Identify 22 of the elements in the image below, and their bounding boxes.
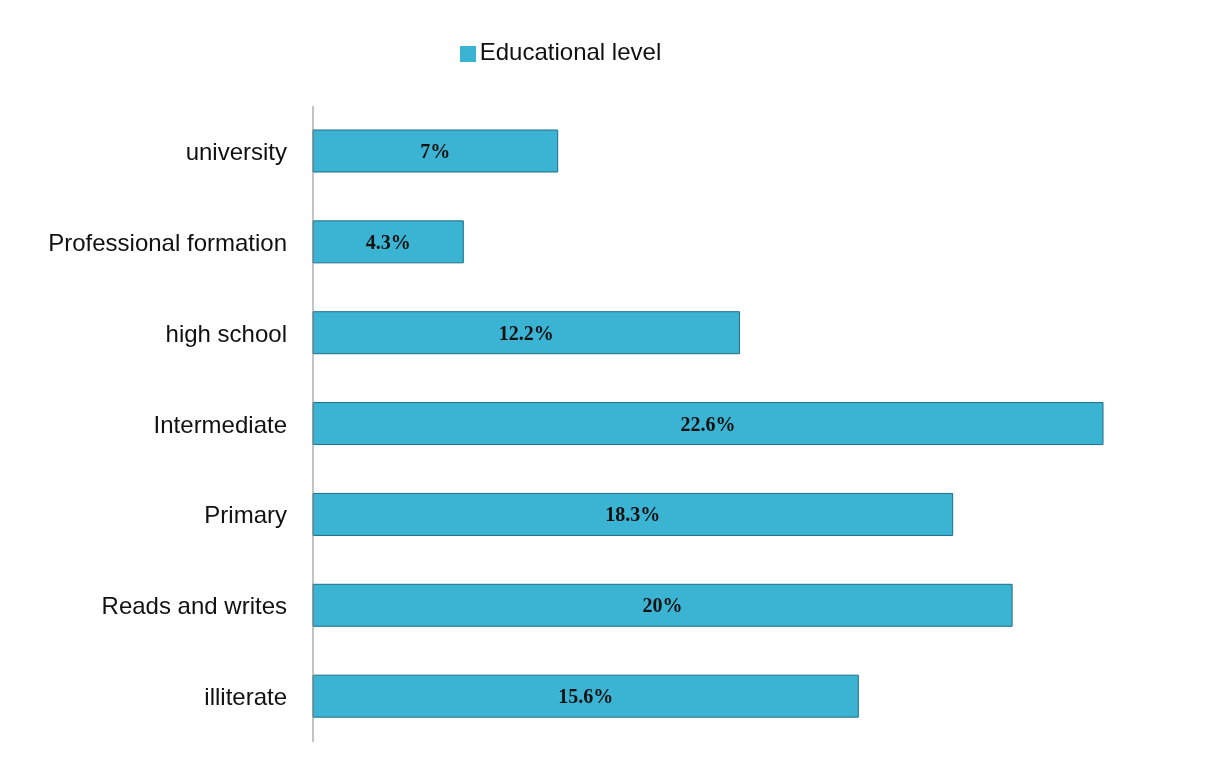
bar [312, 220, 464, 264]
y-tick-label: high school [165, 319, 287, 347]
bar [312, 402, 1104, 446]
data-label: 18.3% [605, 503, 661, 526]
legend-label: Educational level [479, 38, 662, 65]
y-tick-label: Reads and writes [101, 592, 287, 620]
y-tick-label: illiterate [204, 683, 287, 711]
y-tick-label: university [185, 137, 287, 165]
bar [312, 129, 559, 173]
bar [312, 311, 740, 355]
bar [312, 674, 859, 718]
data-label: 7% [420, 140, 451, 162]
y-tick-label: Professional formation [48, 228, 287, 256]
bar [312, 492, 954, 536]
data-label: 22.6% [680, 412, 736, 435]
y-tick-label: Primary [204, 501, 287, 529]
data-label: 4.3% [365, 230, 411, 253]
data-label: 15.6% [558, 685, 614, 708]
bar [312, 583, 1013, 627]
y-tick-label: Intermediate [153, 410, 287, 438]
data-label: 20% [642, 594, 683, 617]
data-label: 12.2% [498, 321, 554, 344]
